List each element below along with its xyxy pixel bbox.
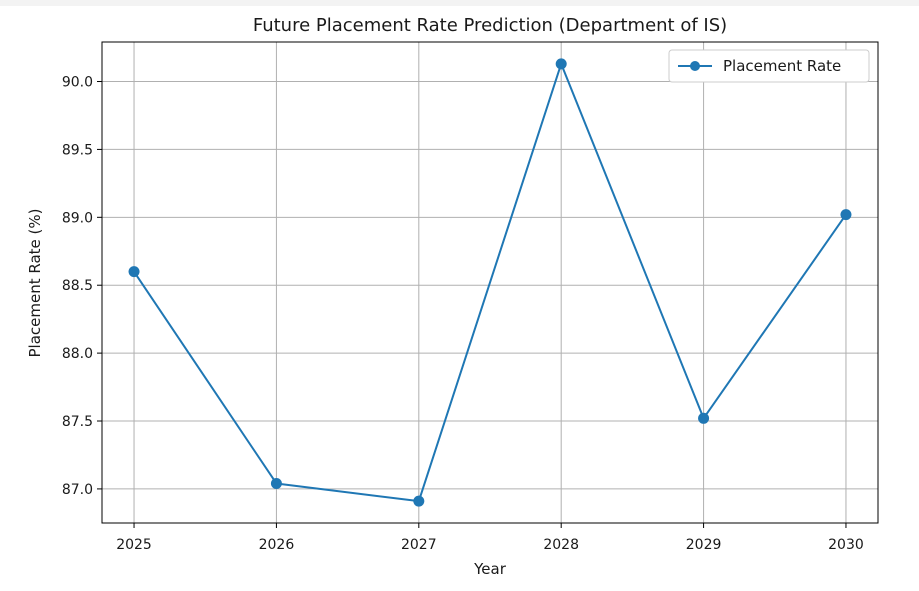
window-top-strip bbox=[0, 0, 919, 6]
legend-box bbox=[668, 49, 870, 83]
y-tick-label: 87.5 bbox=[62, 414, 93, 430]
x-tick-label: 2030 bbox=[828, 537, 864, 553]
series-layer bbox=[128, 58, 852, 507]
data-point-2030 bbox=[840, 209, 852, 221]
legend-label: Placement Rate bbox=[723, 57, 841, 75]
y-tick-label: 88.0 bbox=[62, 346, 93, 362]
grid-lines bbox=[102, 42, 878, 523]
legend: Placement Rate bbox=[668, 49, 870, 83]
x-tick-label: 2027 bbox=[401, 537, 437, 553]
data-point-2025 bbox=[128, 266, 140, 278]
data-point-2028 bbox=[555, 58, 567, 70]
chart-title: Future Placement Rate Prediction (Depart… bbox=[253, 15, 727, 36]
x-axis-label: Year bbox=[473, 560, 507, 578]
y-tick-label: 89.5 bbox=[62, 142, 93, 158]
y-tick-label: 89.0 bbox=[62, 210, 93, 226]
x-tick-label: 2029 bbox=[686, 537, 722, 553]
data-point-2026 bbox=[270, 477, 282, 489]
series-line bbox=[133, 62, 847, 503]
data-point-2029 bbox=[698, 412, 710, 424]
plot-frame bbox=[101, 41, 879, 524]
legend-marker-sample bbox=[690, 61, 700, 71]
x-tick-label: 2025 bbox=[116, 537, 152, 553]
data-point-2027 bbox=[413, 495, 425, 507]
x-axis: 2025 2026 2027 2028 2029 2030 bbox=[116, 523, 864, 553]
y-tick-label: 90.0 bbox=[62, 75, 93, 91]
x-tick-label: 2026 bbox=[259, 537, 295, 553]
y-tick-label: 87.0 bbox=[62, 482, 93, 498]
y-tick-label: 88.5 bbox=[62, 278, 93, 294]
y-axis-label: Placement Rate (%) bbox=[26, 209, 44, 358]
y-axis: 87.0 87.5 88.0 88.5 89.0 89.5 90.0 bbox=[62, 75, 102, 498]
x-tick-label: 2028 bbox=[543, 537, 579, 553]
